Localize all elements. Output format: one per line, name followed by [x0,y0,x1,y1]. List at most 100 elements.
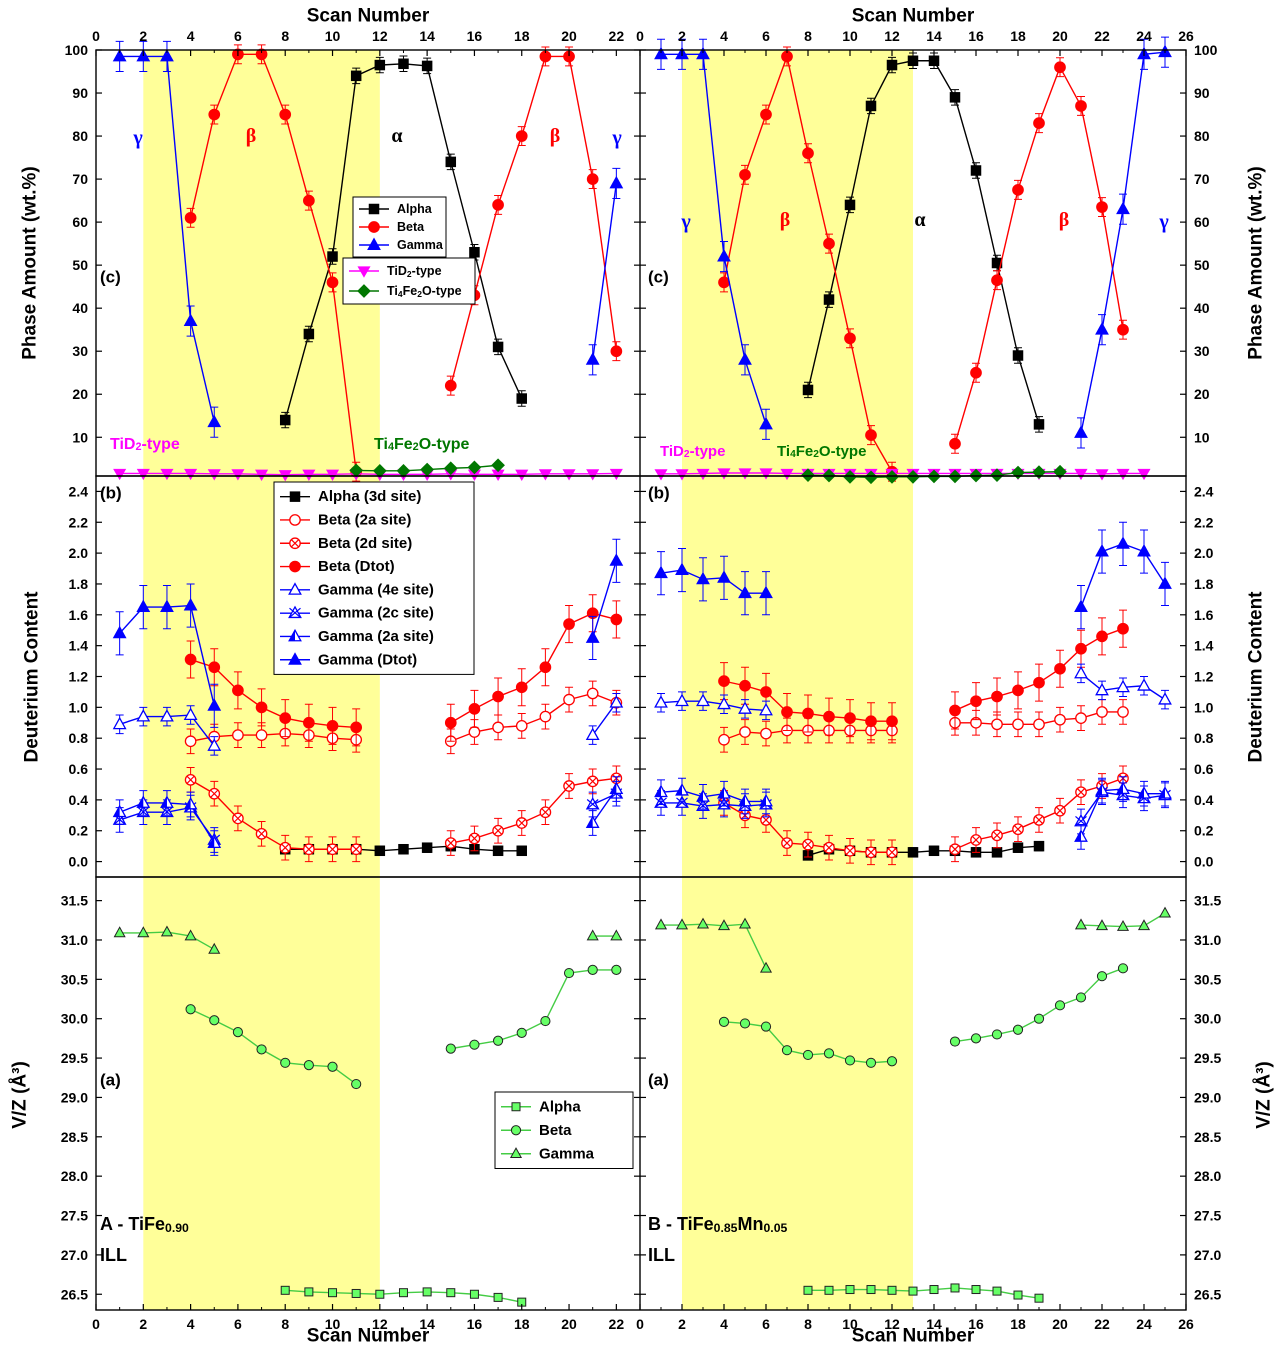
data-point [183,313,198,327]
data-point [1117,963,1129,974]
data-point [654,918,668,930]
data-point [515,720,528,732]
data-point [866,1285,876,1295]
chart-a-b [112,538,624,863]
x-tick-label: 4 [187,1316,195,1332]
data-point [445,1043,456,1054]
legend-label: Gamma (2c site) [318,605,434,622]
data-point [1117,622,1129,635]
data-point [160,709,174,722]
y-tick-label: 31.0 [61,932,88,948]
y-tick-label: 28.5 [61,1129,88,1145]
data-point [970,834,982,846]
data-point [255,469,269,481]
data-point [444,837,457,849]
data-point [421,60,433,72]
data-point [351,1078,362,1090]
series-beta-2d-site [184,765,623,863]
sample-label-right: B - TiFe0.85Mn0.05 [648,1214,787,1235]
y-tick-label: 1.0 [1194,699,1214,715]
data-point [398,58,409,70]
series-gamma [654,36,1172,449]
data-point [468,832,481,845]
panel-frame-a [95,876,1187,1311]
data-point [492,341,504,353]
data-point [1095,322,1109,335]
data-point [991,690,1003,703]
data-point [865,846,877,859]
data-point [113,926,126,938]
data-point [696,468,710,481]
data-point [675,469,689,481]
data-point [184,773,197,786]
y-tick-label: 28.0 [1194,1168,1221,1184]
series-beta-dtot [184,594,623,747]
data-point [803,1285,813,1295]
data-point [738,468,752,480]
data-point [759,416,773,430]
data-point [865,100,877,112]
data-point [516,393,527,404]
x-tick-label: 2 [678,1316,686,1332]
series-alpha [280,1285,527,1307]
data-point [1096,201,1108,213]
legend-label: Gamma [539,1145,595,1162]
chart-b-b [654,521,1172,866]
data-point [1012,718,1024,731]
data-point [207,698,222,711]
data-point [760,727,772,740]
x-tick-label: 14 [926,28,942,44]
data-point [824,1285,834,1295]
x-tick-label: 26 [1178,28,1194,44]
data-point [1116,781,1130,795]
data-point [539,806,552,819]
data-point [516,1027,527,1038]
x-tick-label: 6 [762,1316,770,1332]
data-point [970,366,982,379]
data-point [1075,786,1087,799]
data-point [865,429,877,441]
data-point [781,1045,793,1056]
highlight-band-l [143,50,380,1310]
y-tick-label: 29.5 [61,1050,88,1066]
data-point [1075,100,1087,112]
data-point [112,716,127,730]
chart-a-c [112,40,624,482]
data-point [1117,706,1129,718]
x-tick-label: 12 [884,28,900,44]
x-tick-label: 0 [636,1316,644,1332]
y-tick-label: 2.0 [1194,545,1214,561]
series-beta-2d-site [718,765,1129,866]
data-point [1096,630,1108,643]
data-point [585,630,600,643]
series-gamma-4e-site [112,692,624,756]
data-point [887,1285,897,1295]
series-alpha [803,1283,1044,1303]
data-point [654,46,668,60]
x-tick-label: 10 [325,28,341,44]
data-point [492,845,504,857]
data-point [586,173,599,185]
data-point [302,469,316,481]
data-point [184,735,197,748]
data-point [444,716,457,729]
legend-marker [357,284,371,298]
panel-label-c: (c) [100,268,121,287]
data-point [675,693,689,707]
x-tick-label: 0 [636,28,644,44]
data-point [586,469,600,481]
y-axis-title-a-right: V/Z (Å³) [1254,1061,1275,1129]
data-point [844,199,856,211]
data-point [468,726,481,738]
data-point [232,1026,244,1038]
y-tick-label: 60 [1194,214,1210,230]
data-point [823,710,835,723]
chart-a-a [113,925,623,1307]
phase-label-gamma: γ [1158,211,1169,233]
data-point [1095,919,1109,931]
x-axis-title-top-right: Scan Number [852,6,975,27]
data-point [112,48,127,62]
data-point [492,690,504,703]
data-point [760,686,772,698]
y-tick-label: 30 [1194,343,1210,359]
